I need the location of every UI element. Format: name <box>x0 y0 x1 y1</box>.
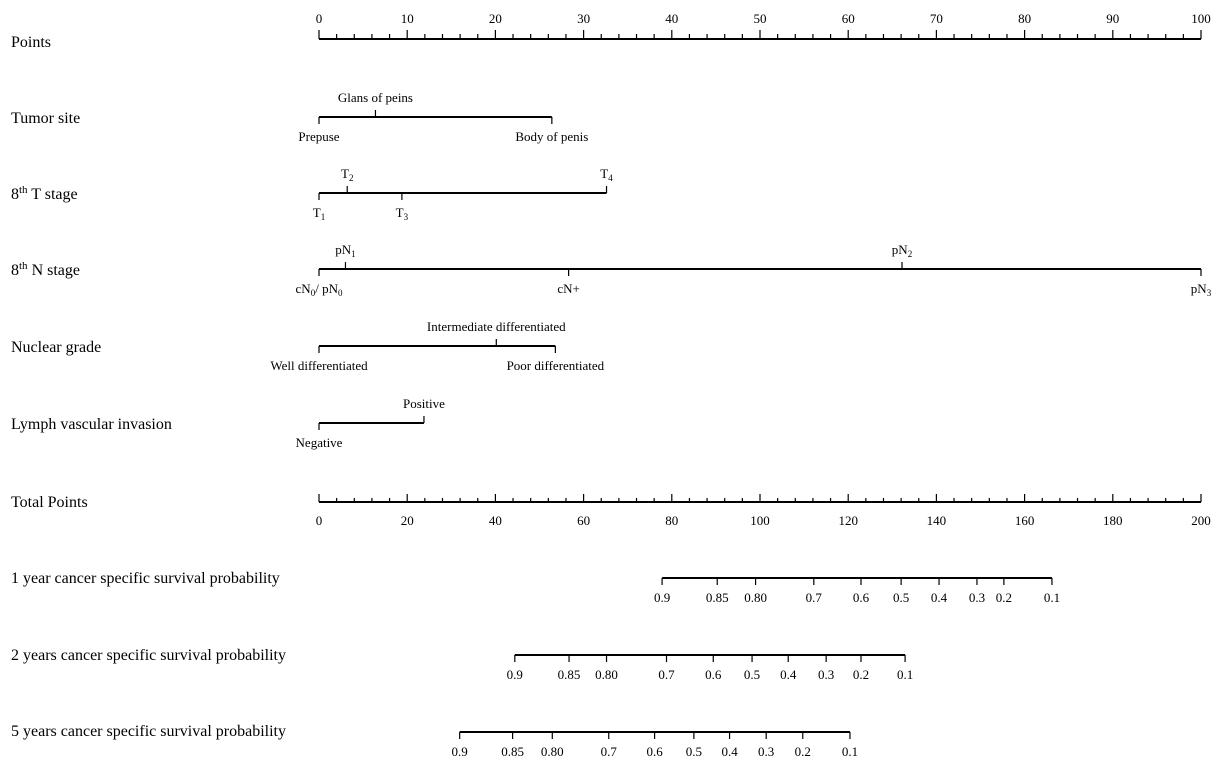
level-label: pN1​ <box>335 242 355 259</box>
survival-label: 1 year cancer specific survival probabil… <box>11 570 280 587</box>
survival-scale-2: 5 years cancer specific survival probabi… <box>11 723 858 759</box>
survival-tick-label: 0.3 <box>758 744 774 759</box>
total-tick-label: 140 <box>927 513 947 528</box>
predictor-scales: Tumor site Prepuse Glans of peins Body of p… <box>11 90 1212 450</box>
survival-scale-0: 1 year cancer specific survival probabil… <box>11 570 1060 605</box>
points-tick-label: 50 <box>754 11 767 26</box>
level-label: cN0​/ pN0​ <box>296 281 343 298</box>
points-tick-label: 40 <box>665 11 678 26</box>
points-tick-label: 0 <box>316 11 323 26</box>
predictor-label: Nuclear grade <box>11 339 101 356</box>
level-label: Glans of peins <box>338 90 413 105</box>
total-points-label: Total Points <box>11 494 88 511</box>
survival-tick-label: 0.1 <box>897 667 913 682</box>
level-label: Positive <box>403 396 445 411</box>
points-tick-label: 10 <box>401 11 414 26</box>
level-label: cN+ <box>557 281 580 296</box>
predictor-0: Tumor site Prepuse Glans of peins Body of p… <box>11 90 588 144</box>
survival-tick-label: 0.3 <box>818 667 834 682</box>
survival-tick-label: 0.2 <box>853 667 869 682</box>
survival-probability-scales: 1 year cancer specific survival probabil… <box>11 570 1060 759</box>
survival-tick-label: 0.85 <box>501 744 524 759</box>
survival-tick-label: 0.7 <box>806 590 823 605</box>
survival-tick-label: 0.80 <box>744 590 767 605</box>
survival-tick-label: 0.9 <box>507 667 523 682</box>
total-tick-label: 120 <box>838 513 858 528</box>
survival-tick-label: 0.80 <box>541 744 564 759</box>
total-tick-label: 160 <box>1015 513 1035 528</box>
level-label: T2​ <box>341 166 353 183</box>
total-tick-label: 60 <box>577 513 590 528</box>
predictor-1: 8th T stage T1​ T2​ T3​ T4​ <box>11 166 613 222</box>
survival-scale-1: 2 years cancer specific survival probabi… <box>11 647 913 682</box>
survival-tick-label: 0.1 <box>1044 590 1060 605</box>
survival-tick-label: 0.6 <box>646 744 663 759</box>
predictor-label: Tumor site <box>11 110 80 127</box>
survival-tick-label: 0.5 <box>744 667 760 682</box>
points-tick-label: 60 <box>842 11 855 26</box>
level-label: Body of penis <box>515 129 588 144</box>
points-scale: Points 0 10 20 30 40 50 60 70 80 90 100 <box>11 11 1211 51</box>
predictor-label: 8th T stage <box>11 184 78 203</box>
survival-tick-label: 0.6 <box>853 590 870 605</box>
survival-tick-label: 0.9 <box>452 744 468 759</box>
total-tick-label: 20 <box>401 513 414 528</box>
level-label: Poor differentiated <box>507 358 605 373</box>
level-label: Well differentiated <box>270 358 368 373</box>
total-points-scale: Total Points 0 20 40 60 80 100 120 140 160 180 200 <box>11 494 1211 528</box>
survival-tick-label: 0.9 <box>654 590 670 605</box>
level-label: Prepuse <box>298 129 339 144</box>
survival-label: 2 years cancer specific survival probabi… <box>11 647 286 664</box>
predictor-label: Lymph vascular invasion <box>11 416 172 433</box>
survival-tick-label: 0.5 <box>893 590 909 605</box>
total-tick-label: 80 <box>665 513 678 528</box>
level-label: T1​ <box>313 205 325 222</box>
level-label: Negative <box>296 435 343 450</box>
total-tick-label: 100 <box>750 513 770 528</box>
survival-tick-label: 0.2 <box>996 590 1012 605</box>
survival-tick-label: 0.5 <box>686 744 702 759</box>
survival-tick-label: 0.85 <box>706 590 729 605</box>
predictor-4: Lymph vascular invasion Negative Positive <box>11 396 445 450</box>
points-tick-label: 30 <box>577 11 590 26</box>
predictor-3: Nuclear grade Well differentiated Intermed… <box>11 319 605 373</box>
predictor-label: 8th N stage <box>11 260 80 279</box>
points-tick-label: 80 <box>1018 11 1031 26</box>
level-label: pN2​ <box>892 242 912 259</box>
points-tick-label: 90 <box>1106 11 1119 26</box>
total-tick-label: 0 <box>316 513 323 528</box>
points-label: Points <box>11 34 51 51</box>
points-tick-label: 100 <box>1191 11 1211 26</box>
total-tick-label: 200 <box>1191 513 1211 528</box>
level-label: pN3​ <box>1191 281 1212 298</box>
points-tick-label: 70 <box>930 11 943 26</box>
level-label: T3​ <box>396 205 409 222</box>
survival-tick-label: 0.4 <box>931 590 948 605</box>
total-tick-label: 180 <box>1103 513 1123 528</box>
level-label: T4​ <box>600 166 613 183</box>
survival-tick-label: 0.3 <box>969 590 985 605</box>
survival-tick-label: 0.1 <box>842 744 858 759</box>
survival-tick-label: 0.4 <box>780 667 797 682</box>
survival-label: 5 years cancer specific survival probabi… <box>11 723 286 740</box>
survival-tick-label: 0.7 <box>601 744 618 759</box>
survival-tick-label: 0.7 <box>658 667 675 682</box>
predictor-2: 8th N stage cN0​/ pN0​ pN1​ cN+ pN2​ pN3​ <box>11 242 1212 298</box>
survival-tick-label: 0.4 <box>721 744 738 759</box>
survival-tick-label: 0.80 <box>595 667 618 682</box>
total-tick-label: 40 <box>489 513 502 528</box>
points-tick-label: 20 <box>489 11 502 26</box>
level-label: Intermediate differentiated <box>427 319 566 334</box>
survival-tick-label: 0.85 <box>558 667 581 682</box>
survival-tick-label: 0.6 <box>705 667 722 682</box>
survival-tick-label: 0.2 <box>795 744 811 759</box>
